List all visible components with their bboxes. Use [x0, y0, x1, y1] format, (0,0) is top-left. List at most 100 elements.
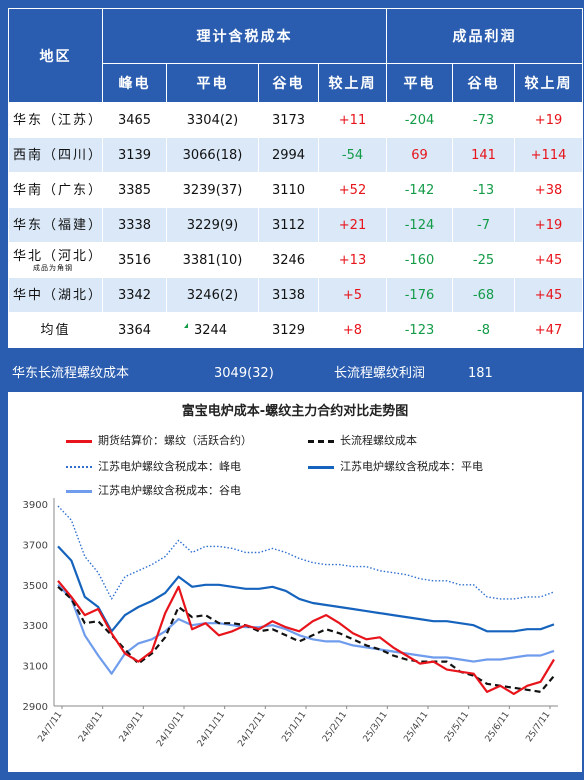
chart-title: 富宝电炉成本-螺纹主力合约对比走势图 [181, 404, 409, 419]
cell-cost-wow: +8 [318, 312, 387, 348]
series-line-1 [57, 585, 555, 693]
cell-profit-valley: -68 [452, 277, 515, 313]
cell-profit-wow: +47 [513, 312, 584, 348]
long-cost-label: 华东长流程螺纹成本 [12, 366, 130, 381]
long-cost-value: 3049(32) [214, 366, 274, 381]
x-tick-label: 25/7/11 [524, 710, 552, 744]
region-header: 地区 [8, 8, 103, 103]
cell-profit-valley: -7 [452, 207, 515, 243]
table-row: 西南（四川） 3139 3066(18) 2994 -54 69 141 +11… [8, 137, 584, 173]
legend-swatch-long-process [308, 440, 334, 443]
x-tick-label: 24/11/11 [196, 710, 227, 749]
cell-valley: 2994 [258, 137, 319, 173]
legend-swatch-valley [66, 490, 92, 493]
col-valley-header: 谷电 [258, 63, 319, 103]
cell-profit-wow: +19 [513, 102, 584, 138]
cell-valley: 3246 [258, 242, 319, 278]
legend-label-futures: 期货结算价：螺纹（活跃合约） [98, 434, 252, 447]
cell-profit-wow: +45 [513, 277, 584, 313]
col-profit-flat-header: 平电 [386, 63, 453, 103]
row-region-note: 成品为角钢 [33, 263, 73, 272]
profit-group-header: 成品利润 [385, 8, 584, 64]
line-chart: 2900 3100 3300 3500 3700 3900 24/7/11 24/8/11 24… [23, 498, 558, 749]
cell-peak: 3342 [102, 277, 167, 313]
row-region: 华中（湖北） [8, 277, 103, 313]
cell-valley: 3112 [258, 207, 319, 243]
table-row-average: 均值 3364 3244 3129 +8 -123 -8 +47 [8, 312, 584, 348]
cell-peak: 3516 [102, 242, 167, 278]
col-profit-wow-header: 较上周 [513, 63, 584, 103]
cell-valley: 3129 [258, 312, 319, 348]
legend-swatch-futures [66, 440, 92, 443]
cell-flat: 3304(2) [166, 102, 259, 138]
cell-profit-flat: -160 [386, 242, 453, 278]
cell-profit-wow: +45 [513, 242, 584, 278]
col-flat-header: 平电 [166, 63, 259, 103]
cell-cost-wow: +5 [318, 277, 387, 313]
cell-cost-wow: +13 [318, 242, 387, 278]
chart-panel: 富宝电炉成本-螺纹主力合约对比走势图 期货结算价：螺纹（活跃合约） 长流程螺纹成… [8, 392, 582, 772]
long-profit-value: 181 [468, 366, 493, 381]
cell-flat: 3244 [166, 312, 259, 348]
x-tick-label: 25/6/11 [484, 710, 512, 744]
legend-label-flat: 江苏电炉螺纹含税成本：平电 [340, 460, 483, 473]
x-tick-label: 24/9/11 [118, 710, 146, 744]
cell-profit-valley: -8 [452, 312, 515, 348]
cell-valley: 3138 [258, 277, 319, 313]
row-region: 西南（四川） [8, 137, 103, 173]
legend-label-long-process: 长流程螺纹成本 [340, 434, 417, 447]
x-tick-label: 24/7/11 [36, 710, 64, 744]
cell-profit-flat: -124 [386, 207, 453, 243]
series-line-4 [57, 584, 555, 675]
x-tick-label: 24/8/11 [77, 710, 105, 744]
long-process-summary: 华东长流程螺纹成本 3049(32) 长流程螺纹利润 181 [8, 361, 582, 387]
y-tick-label: 3900 [23, 500, 48, 511]
legend-swatch-flat [308, 466, 334, 469]
y-tick-label: 3300 [23, 621, 48, 632]
table-row: 华中（湖北） 3342 3246(2) 3138 +5 -176 -68 +45 [8, 277, 584, 313]
cost-profit-table: 地区 理计含税成本 成品利润 峰电 平电 谷电 较上周 平电 谷电 较上周 华东… [8, 8, 584, 348]
y-tick-label: 2900 [23, 702, 48, 713]
row-region: 华东（福建） [8, 207, 103, 243]
x-tick-label: 24/12/11 [236, 710, 267, 749]
cell-profit-wow: +114 [513, 137, 584, 173]
col-profit-valley-header: 谷电 [452, 63, 515, 103]
row-region: 华东（江苏） [8, 102, 103, 138]
cell-profit-flat: -176 [386, 277, 453, 313]
cell-peak: 3338 [102, 207, 167, 243]
x-tick-label: 25/4/11 [402, 710, 430, 744]
cell-profit-wow: +38 [513, 172, 584, 208]
cell-cost-wow: +21 [318, 207, 387, 243]
cell-peak: 3139 [102, 137, 167, 173]
cell-cost-wow: +52 [318, 172, 387, 208]
cell-corner-marker [183, 322, 188, 328]
col-cost-wow-header: 较上周 [318, 63, 387, 103]
table-row: 华东（江苏） 3465 3304(2) 3173 +11 -204 -73 +1… [8, 102, 584, 138]
y-tick-label: 3100 [23, 662, 48, 673]
table-row: 华北（河北） 成品为角钢 3516 3381(10) 3246 +13 -160… [8, 242, 584, 278]
x-tick-label: 25/3/11 [362, 710, 390, 744]
cell-cost-wow: +11 [318, 102, 387, 138]
cell-profit-valley: -13 [452, 172, 515, 208]
series-line-0 [57, 580, 555, 695]
cell-flat: 3229(9) [166, 207, 259, 243]
cell-peak: 3364 [102, 312, 167, 348]
table-row: 华东（福建） 3338 3229(9) 3112 +21 -124 -7 +19 [8, 207, 584, 243]
row-region: 华南（广东） [8, 172, 103, 208]
cell-valley: 3110 [258, 172, 319, 208]
row-region: 均值 [8, 312, 103, 348]
cell-profit-flat: -204 [386, 102, 453, 138]
cell-profit-flat: -142 [386, 172, 453, 208]
cell-profit-flat: -123 [386, 312, 453, 348]
cell-flat: 3066(18) [166, 137, 259, 173]
cell-peak: 3385 [102, 172, 167, 208]
row-region: 华北（河北） 成品为角钢 [8, 242, 103, 278]
x-tick-label: 25/5/11 [443, 710, 471, 744]
cell-cost-wow: -54 [318, 137, 387, 173]
long-profit-label: 长流程螺纹利润 [334, 366, 426, 381]
cell-flat: 3246(2) [166, 277, 259, 313]
cell-flat: 3239(37) [166, 172, 259, 208]
legend-label-peak: 江苏电炉螺纹含税成本：峰电 [98, 460, 241, 473]
cell-profit-valley: 141 [452, 137, 515, 173]
x-tick-label: 24/10/11 [155, 710, 186, 749]
